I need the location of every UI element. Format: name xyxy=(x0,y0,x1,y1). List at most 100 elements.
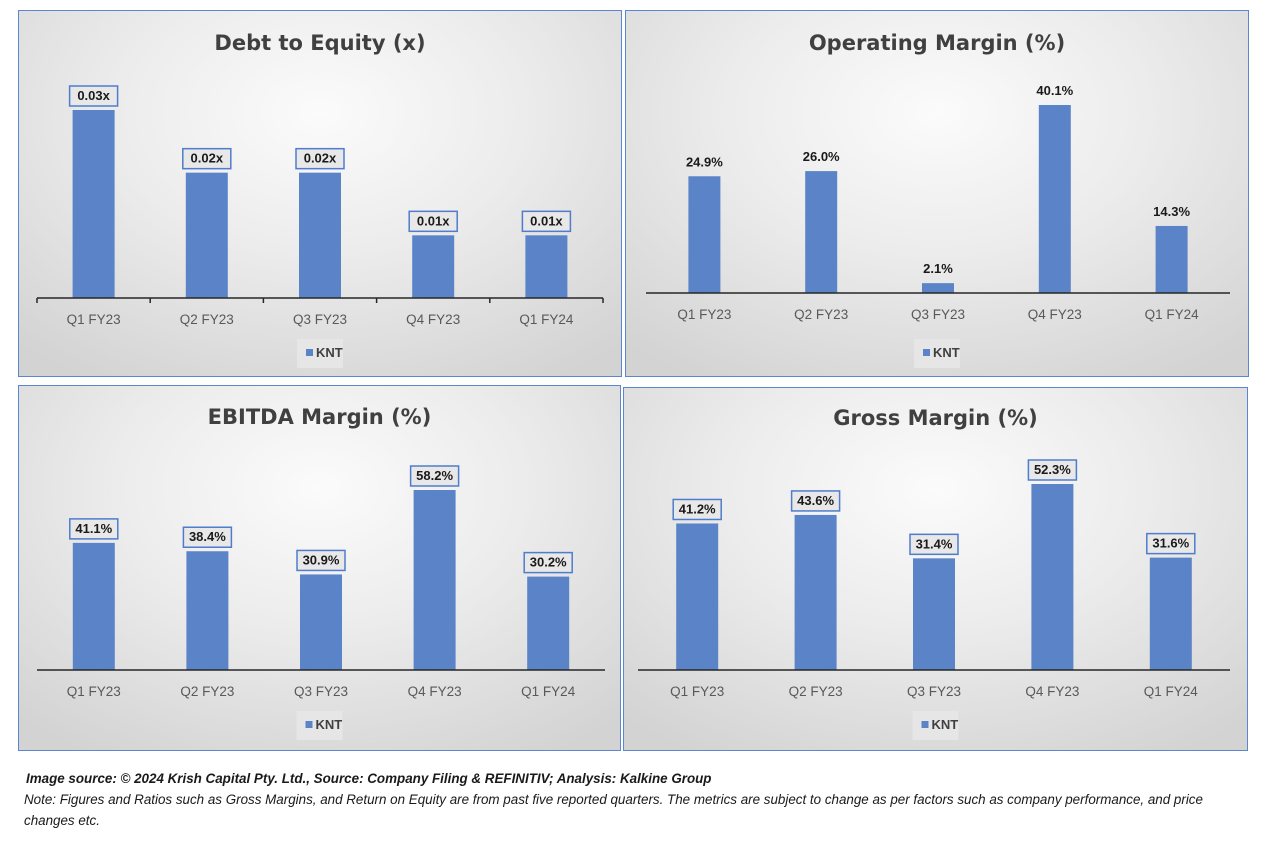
data-label: 41.2% xyxy=(679,501,716,516)
chart-title: Gross Margin (%) xyxy=(833,406,1037,430)
chart-svg: EBITDA Margin (%) 41.1% Q1 FY23 38.4% Q2 FY2… xyxy=(37,405,605,740)
legend-swatch xyxy=(306,349,313,356)
chart-svg: Gross Margin (%) 41.2% Q1 FY23 43.6% Q2 FY23… xyxy=(638,406,1230,740)
data-label-box xyxy=(409,465,460,487)
data-label: 0.01x xyxy=(417,213,450,228)
data-label: 40.1% xyxy=(1036,83,1073,98)
x-tick-label: Q1 FY24 xyxy=(1144,684,1199,699)
legend-swatch xyxy=(305,721,313,728)
data-label: 43.6% xyxy=(797,493,834,508)
data-label: 41.1% xyxy=(75,521,112,536)
x-tick-label: Q4 FY23 xyxy=(1025,684,1079,699)
bar xyxy=(412,235,455,298)
bar xyxy=(794,514,837,670)
data-label: 58.2% xyxy=(416,468,453,483)
x-tick-label: Q2 FY23 xyxy=(180,312,234,327)
data-label: 0.02x xyxy=(191,151,224,166)
legend-box xyxy=(912,711,959,740)
bar xyxy=(922,283,954,293)
x-tick-label: Q3 FY23 xyxy=(293,312,347,327)
data-label: 31.6% xyxy=(1152,536,1189,551)
bar xyxy=(676,523,719,670)
legend-swatch xyxy=(921,721,929,728)
data-label-box xyxy=(790,490,841,512)
bar xyxy=(300,574,342,670)
data-label: 52.3% xyxy=(1034,462,1071,477)
bar xyxy=(299,172,341,298)
x-tick-label: Q1 FY24 xyxy=(521,684,576,699)
bar xyxy=(1149,557,1192,670)
bar xyxy=(185,172,228,298)
data-label: 0.03x xyxy=(77,88,110,103)
chart-svg: Operating Margin (%) 24.9% Q1 FY23 26.0% Q2 … xyxy=(646,31,1230,368)
data-label-box xyxy=(296,549,346,572)
chart-title: Debt to Equity (x) xyxy=(214,31,425,55)
data-label-box xyxy=(69,518,119,540)
x-tick-label: Q3 FY23 xyxy=(911,307,965,322)
bar xyxy=(1031,484,1074,670)
x-tick-label: Q2 FY23 xyxy=(789,684,843,699)
data-label-box xyxy=(521,210,572,233)
x-tick-label: Q1 FY24 xyxy=(1145,307,1200,322)
image-source-text: Image source: © 2024 Krish Capital Pty. … xyxy=(26,771,712,786)
x-tick-label: Q2 FY23 xyxy=(180,684,234,699)
x-tick-label: Q4 FY23 xyxy=(1028,307,1082,322)
data-label-box xyxy=(295,147,345,170)
data-label-box xyxy=(68,85,119,107)
chart-gross-margin: Gross Margin (%) 41.2% Q1 FY23 43.6% Q2 FY23… xyxy=(623,387,1248,751)
x-tick-label: Q4 FY23 xyxy=(406,312,460,327)
data-label: 26.0% xyxy=(803,149,840,164)
legend-swatch xyxy=(923,349,930,356)
legend-box xyxy=(297,339,343,368)
data-label: 0.01x xyxy=(530,213,563,228)
legend-box xyxy=(914,339,960,368)
legend-label: KNT xyxy=(933,345,960,360)
x-tick-label: Q1 FY23 xyxy=(67,684,121,699)
x-tick-label: Q4 FY23 xyxy=(408,684,462,699)
x-tick-label: Q3 FY23 xyxy=(294,684,348,699)
note-text: Note: Figures and Ratios such as Gross M… xyxy=(24,792,1203,828)
bar xyxy=(1155,225,1188,293)
x-tick-label: Q1 FY23 xyxy=(67,312,121,327)
data-label-box xyxy=(182,526,233,548)
x-tick-label: Q2 FY23 xyxy=(794,307,848,322)
bar xyxy=(805,171,838,293)
chart-svg: Debt to Equity (x) 0.03x Q1 FY23 0.02x Q2 FY… xyxy=(36,31,604,368)
legend-label: KNT xyxy=(316,345,343,360)
data-label-box xyxy=(1027,459,1078,481)
legend-label: KNT xyxy=(932,717,959,732)
bar xyxy=(525,235,568,298)
chart-ebitda-margin: EBITDA Margin (%) 41.1% Q1 FY23 38.4% Q2 FY2… xyxy=(18,385,621,751)
data-label: 14.3% xyxy=(1153,204,1190,219)
bar xyxy=(913,558,955,670)
data-label: 30.9% xyxy=(303,552,340,567)
data-label: 24.9% xyxy=(686,154,723,169)
x-tick-label: Q1 FY23 xyxy=(677,307,731,322)
bar xyxy=(72,110,115,298)
data-label-box xyxy=(408,210,458,233)
x-tick-label: Q3 FY23 xyxy=(907,684,961,699)
data-label: 31.4% xyxy=(916,536,953,551)
data-label-box xyxy=(672,498,722,521)
bar xyxy=(527,576,570,670)
chart-title: EBITDA Margin (%) xyxy=(208,405,432,429)
x-tick-label: Q1 FY24 xyxy=(519,312,574,327)
data-label: 2.1% xyxy=(923,261,953,276)
data-label-box xyxy=(182,147,232,170)
data-label: 30.2% xyxy=(530,555,567,570)
chart-title: Operating Margin (%) xyxy=(809,31,1065,55)
bar xyxy=(688,176,721,293)
bar xyxy=(72,542,115,670)
data-label-box xyxy=(1146,532,1196,555)
data-label-box xyxy=(523,551,573,574)
legend-box xyxy=(296,711,343,740)
data-label: 0.02x xyxy=(304,151,337,166)
chart-operating-margin: Operating Margin (%) 24.9% Q1 FY23 26.0% Q2 … xyxy=(625,10,1249,377)
bar xyxy=(186,551,229,670)
bar xyxy=(413,490,456,670)
legend-label: KNT xyxy=(316,717,343,732)
chart-debt-to-equity: Debt to Equity (x) 0.03x Q1 FY23 0.02x Q2 FY… xyxy=(18,10,622,377)
data-label-box xyxy=(909,533,959,556)
x-tick-label: Q1 FY23 xyxy=(670,684,724,699)
bar xyxy=(1038,105,1071,293)
